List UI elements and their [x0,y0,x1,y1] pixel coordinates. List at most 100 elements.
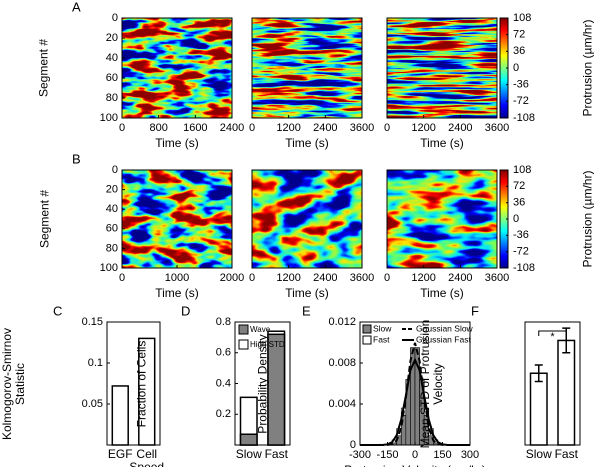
x-axis-label: Time (s) [285,136,329,150]
x-tick-label: 0 [384,272,390,284]
x-tick-label: Fast [264,447,288,461]
x-axis-label: Time (s) [155,136,199,150]
x-tick-label: 3600 [485,272,509,284]
y-tick-label: 20 [106,184,118,196]
colorbar-label: Protrusion (µm/hr) [580,170,595,268]
x-tick-label: -150 [376,449,398,461]
x-tick-label: -300 [349,449,371,461]
x-tick-label: 2000 [220,272,244,284]
x-tick-label: 3600 [485,122,509,134]
x-tick-label: 2400 [313,272,337,284]
colorbar-tick-label: -108 [513,262,535,274]
y-tick-label: 0.2 [216,408,231,420]
x-tick-label: Cell Speed [129,447,165,467]
colorbar-tick-label: 36 [513,197,525,209]
x-tick-label: 2400 [220,122,244,134]
panel-label: E [302,303,311,318]
x-axis-label: Time (s) [420,286,464,300]
heatmap-image [387,18,497,118]
y-axis-label: Segment # [36,38,51,98]
colorbar-tick-label: 36 [513,45,525,57]
x-tick-label: 2400 [448,272,472,284]
colorbar-tick-label: 108 [513,164,531,176]
x-tick-label: 300 [461,449,479,461]
annotation: * [550,331,555,343]
y-axis-label: Kolmogorov-Smirnov Statistic [0,327,27,440]
plot-frame [524,321,581,446]
y-axis-label: Fraction of Cells [134,340,148,427]
x-tick-label: 3600 [350,122,374,134]
x-axis-label: Time (s) [420,136,464,150]
panel-label: D [181,303,190,318]
y-axis-label: Probability Density [255,333,269,434]
plot-frame [386,169,498,269]
legend-label: Fast [373,334,390,344]
y-tick-label: 0.008 [328,357,356,369]
x-tick-label: 0 [119,272,125,284]
y-tick-label: 0.012 [328,316,356,328]
legend-label: Gaussian Fast [416,334,471,344]
x-tick-label: 800 [149,122,167,134]
x-tick-label: 0 [249,122,255,134]
x-tick-label: 0 [384,122,390,134]
colorbar-tick-label: 0 [513,62,519,74]
y-tick-label: 80 [106,242,118,254]
y-tick-label: 100 [100,112,118,124]
y-tick-label: 0.6 [216,347,231,359]
x-tick-label: 1000 [165,272,189,284]
x-tick-label: Fast [554,447,578,461]
colorbar-tick-label: -108 [513,112,535,124]
plot-frame [386,17,498,119]
colorbar-tick-label: 72 [513,180,525,192]
colorbar-label: Protrusion (µm/hr) [580,19,595,117]
y-tick-label: 0.05 [82,398,103,410]
y-axis-label: Mean STD of Protrusion Velocity [417,319,445,448]
y-tick-label: 40 [106,203,118,215]
plot-frame [106,321,161,446]
legend-swatch [238,324,249,335]
x-tick-label: Slow [235,447,262,461]
x-tick-label: 0 [249,272,255,284]
bar [111,385,129,446]
panel-label: B [72,151,81,166]
colorbar-tick-label: -36 [513,229,529,241]
legend-label: Slow [373,323,392,333]
y-tick-label: 0.4 [216,377,231,389]
legend-swatch [362,324,372,334]
heatmap-image [387,170,497,268]
x-tick-label: 2400 [313,122,337,134]
x-axis-label: Time (s) [285,286,329,300]
colorbar-tick-label: -72 [513,95,529,107]
legend-label: Gaussian Slow [416,323,474,333]
colorbar-tick-label: 108 [513,12,531,24]
y-tick-label: 0 [350,439,356,451]
colorbar-tick-label: 72 [513,29,525,41]
x-tick-label: 1200 [276,122,300,134]
bar [529,372,548,446]
heatmap-image [122,170,232,268]
y-axis-label: Segment # [37,189,52,249]
colorbar-tick-label: 0 [513,213,519,225]
heatmap-image [252,18,362,118]
legend-swatch [362,335,372,345]
x-tick-label: 150 [433,449,451,461]
panel-label: C [53,303,62,318]
colorbar-tick-label: -72 [513,246,529,258]
plot-frame [251,169,363,269]
x-tick-label: 1200 [276,272,300,284]
y-tick-label: 60 [106,223,118,235]
y-tick-label: 0 [112,12,118,24]
error-bar [534,364,543,383]
x-tick-label: Slow [525,447,552,461]
y-tick-label: 0.004 [328,398,356,410]
bar [239,433,258,446]
panel-label: F [471,303,479,318]
y-tick-label: 40 [106,52,118,64]
y-tick-label: 0.1 [88,357,103,369]
y-tick-label: 80 [106,92,118,104]
y-tick-label: 0.8 [216,316,231,328]
legend-swatch [238,339,249,350]
x-axis-label: Protrusion Velocity (µm/hr) [344,463,486,467]
